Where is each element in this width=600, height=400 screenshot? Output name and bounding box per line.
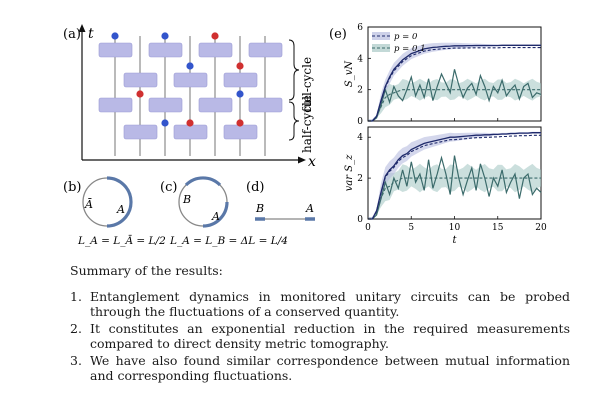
panel-c-tag: (c) [160, 180, 177, 195]
gate [123, 124, 158, 140]
measurement-dot [161, 119, 169, 127]
gate [148, 42, 183, 58]
result-text: Entanglement dynamics in monitored unita… [90, 289, 570, 319]
trajectory-line-p0 [368, 44, 541, 122]
summary-section: Summary of the results: 1. Entanglement … [70, 263, 570, 386]
result-number: 3. [70, 353, 82, 368]
x-tick-label: 10 [449, 223, 461, 233]
mean-line-p01 [368, 177, 541, 220]
result-text: It constitutes an exponential reduction … [90, 321, 570, 351]
figure: (a) t x full-cycle half-cycle (b) Ā A L_… [63, 23, 547, 247]
x-tick-label: 15 [492, 223, 504, 233]
gate [98, 97, 133, 113]
trajectory-line-p0 [368, 132, 541, 220]
panel-b-caption: L_A = L_Ā = L/2 [77, 234, 166, 247]
results-list: 1. Entanglement dynamics in monitored un… [70, 289, 570, 383]
y-axis-label: var S_z [344, 154, 355, 191]
gate [248, 42, 283, 58]
result-item: 2. It constitutes an exponential reducti… [70, 321, 570, 351]
panel-c: (c) B A L_A = L_B = ΔL = L/4 [160, 176, 288, 247]
brace-half-cycle-label: half-cycle [300, 95, 314, 153]
result-number: 1. [70, 289, 82, 304]
measurement-dot [236, 119, 244, 127]
gate [123, 72, 158, 88]
result-item: 3. We have also found similar correspond… [70, 353, 570, 383]
panel-d-tag: (d) [246, 180, 264, 195]
legend-label: p = 0 [394, 32, 418, 42]
t-axis-arrow [78, 24, 86, 32]
measurement-dot [236, 90, 244, 98]
y-axis-label: S_vN [344, 60, 355, 88]
measurement-dot [161, 32, 169, 40]
x-tick-label: 0 [365, 223, 371, 233]
mean-line-p0 [368, 134, 541, 220]
gate [148, 97, 183, 113]
brace-half-cycle [288, 101, 300, 141]
measurement-dot [136, 90, 144, 98]
mean-line-p0 [368, 47, 541, 122]
legend-swatch [372, 32, 390, 40]
legend-label: p = 0.1 [394, 44, 426, 54]
x-tick-label: 20 [535, 223, 547, 233]
x-axis-arrow [298, 156, 306, 164]
line-d-label-a: A [305, 202, 314, 215]
measurement-dot [211, 32, 219, 40]
ring-b-region-a [106, 176, 133, 228]
ring-c-region-a [202, 201, 229, 228]
ring-c-region-b [184, 176, 222, 187]
plot-top: 0 2 4 6 S_vN p = 0 p = 0.1 [344, 23, 542, 127]
line-d-label-b: B [255, 202, 264, 215]
result-number: 2. [70, 321, 82, 336]
gate [223, 72, 258, 88]
y-tick-label: 0 [357, 215, 363, 225]
panel-b-tag: (b) [63, 180, 81, 195]
panel-d: (d) B A [246, 180, 315, 221]
ring-c-label-b: B [182, 193, 191, 206]
result-text: We have also found similar correspondenc… [90, 353, 570, 383]
y-tick-label: 2 [357, 174, 363, 184]
gate [198, 97, 233, 113]
x-axis-label: x [308, 154, 316, 170]
panel-c-caption: L_A = L_B = ΔL = L/4 [169, 235, 288, 247]
measurement-dot [236, 62, 244, 70]
y-tick-label: 6 [357, 23, 363, 33]
y-tick-label: 2 [357, 86, 363, 96]
result-item: 1. Entanglement dynamics in monitored un… [70, 289, 570, 319]
measurement-dot [186, 62, 194, 70]
x-axis-label: t [452, 235, 457, 246]
summary-title: Summary of the results: [70, 263, 223, 278]
t-axis-label: t [88, 26, 94, 42]
brace-full-cycle-label: full-cycle [300, 57, 314, 112]
confidence-band [368, 131, 541, 219]
gate [223, 124, 258, 140]
measurement-dot [186, 119, 194, 127]
panel-a: (a) t x full-cycle half-cycle [63, 24, 316, 170]
mean-line-p01 [368, 89, 541, 122]
gate [173, 72, 208, 88]
ring-c-label-a: A [211, 210, 220, 223]
panel-e-tag: (e) [329, 27, 347, 42]
y-tick-label: 4 [357, 133, 363, 143]
trajectory-line-p01 [368, 155, 542, 220]
circuit-diagram [98, 32, 283, 156]
panel-e: (e) 0 2 4 6 S_vN p = 0 p = 0.1 0 2 4 0 5 10 15 20 var … [329, 23, 547, 246]
brace-full-cycle [288, 39, 300, 101]
y-tick-label: 4 [357, 54, 363, 64]
x-tick-label: 5 [408, 223, 414, 233]
y-tick-label: 0 [357, 117, 363, 127]
panel-a-tag: (a) [63, 27, 81, 42]
measurement-dot [111, 32, 119, 40]
legend-swatch [372, 44, 390, 52]
gate [198, 42, 233, 58]
panel-b: (b) Ā A L_A = L_Ā = L/2 [63, 176, 166, 247]
plot-frame [367, 26, 542, 122]
gate [98, 42, 133, 58]
gate [248, 97, 283, 113]
plot-bottom: 0 2 4 0 5 10 15 20 var S_zt [344, 126, 547, 246]
trajectory-line-p01 [368, 69, 542, 122]
gate [173, 124, 208, 140]
ring-b-label-a: A [116, 203, 125, 216]
ring-b-label-abar: Ā [84, 198, 93, 211]
